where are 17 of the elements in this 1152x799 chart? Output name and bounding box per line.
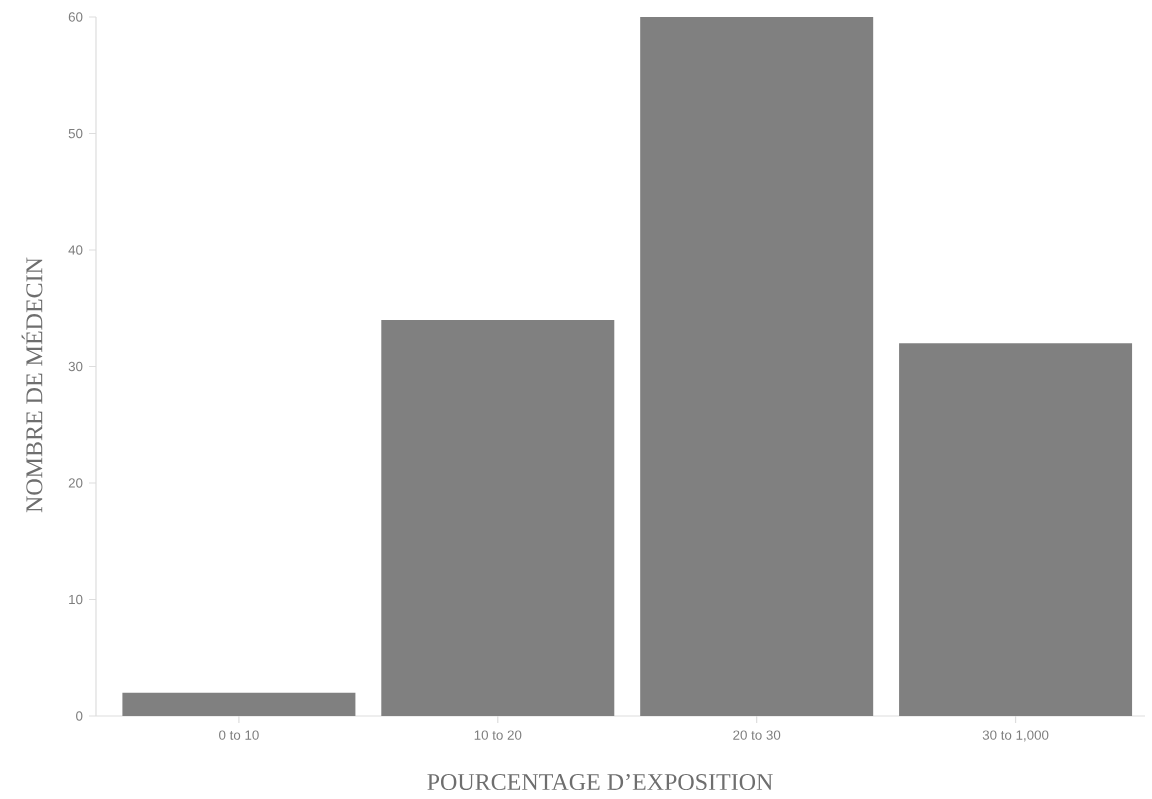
y-tick-label: 50 (68, 128, 83, 139)
y-tick-label: 40 (68, 245, 83, 255)
y-tick-label: 0 (76, 711, 83, 721)
y-tick-label: 10 (69, 594, 83, 605)
x-tick-label: 0 to 10 (219, 730, 259, 740)
bar (640, 16, 874, 716)
y-tick-label: 60 (68, 12, 83, 22)
x-tick-label: 10 to 20 (474, 730, 522, 740)
x-tick-label: 30 to 1,000 (982, 730, 1049, 742)
bar (381, 319, 615, 716)
x-tick-label: 20 to 30 (733, 730, 781, 740)
bar (899, 343, 1133, 716)
y-axis-title: NOMBRE DE MÉDECIN (21, 257, 43, 513)
x-axis-title: POURCENTAGE D’EXPOSITION (427, 773, 773, 791)
y-tick-label: 20 (68, 478, 83, 488)
y-tick-label: 30 (68, 361, 83, 372)
bar (122, 692, 356, 716)
